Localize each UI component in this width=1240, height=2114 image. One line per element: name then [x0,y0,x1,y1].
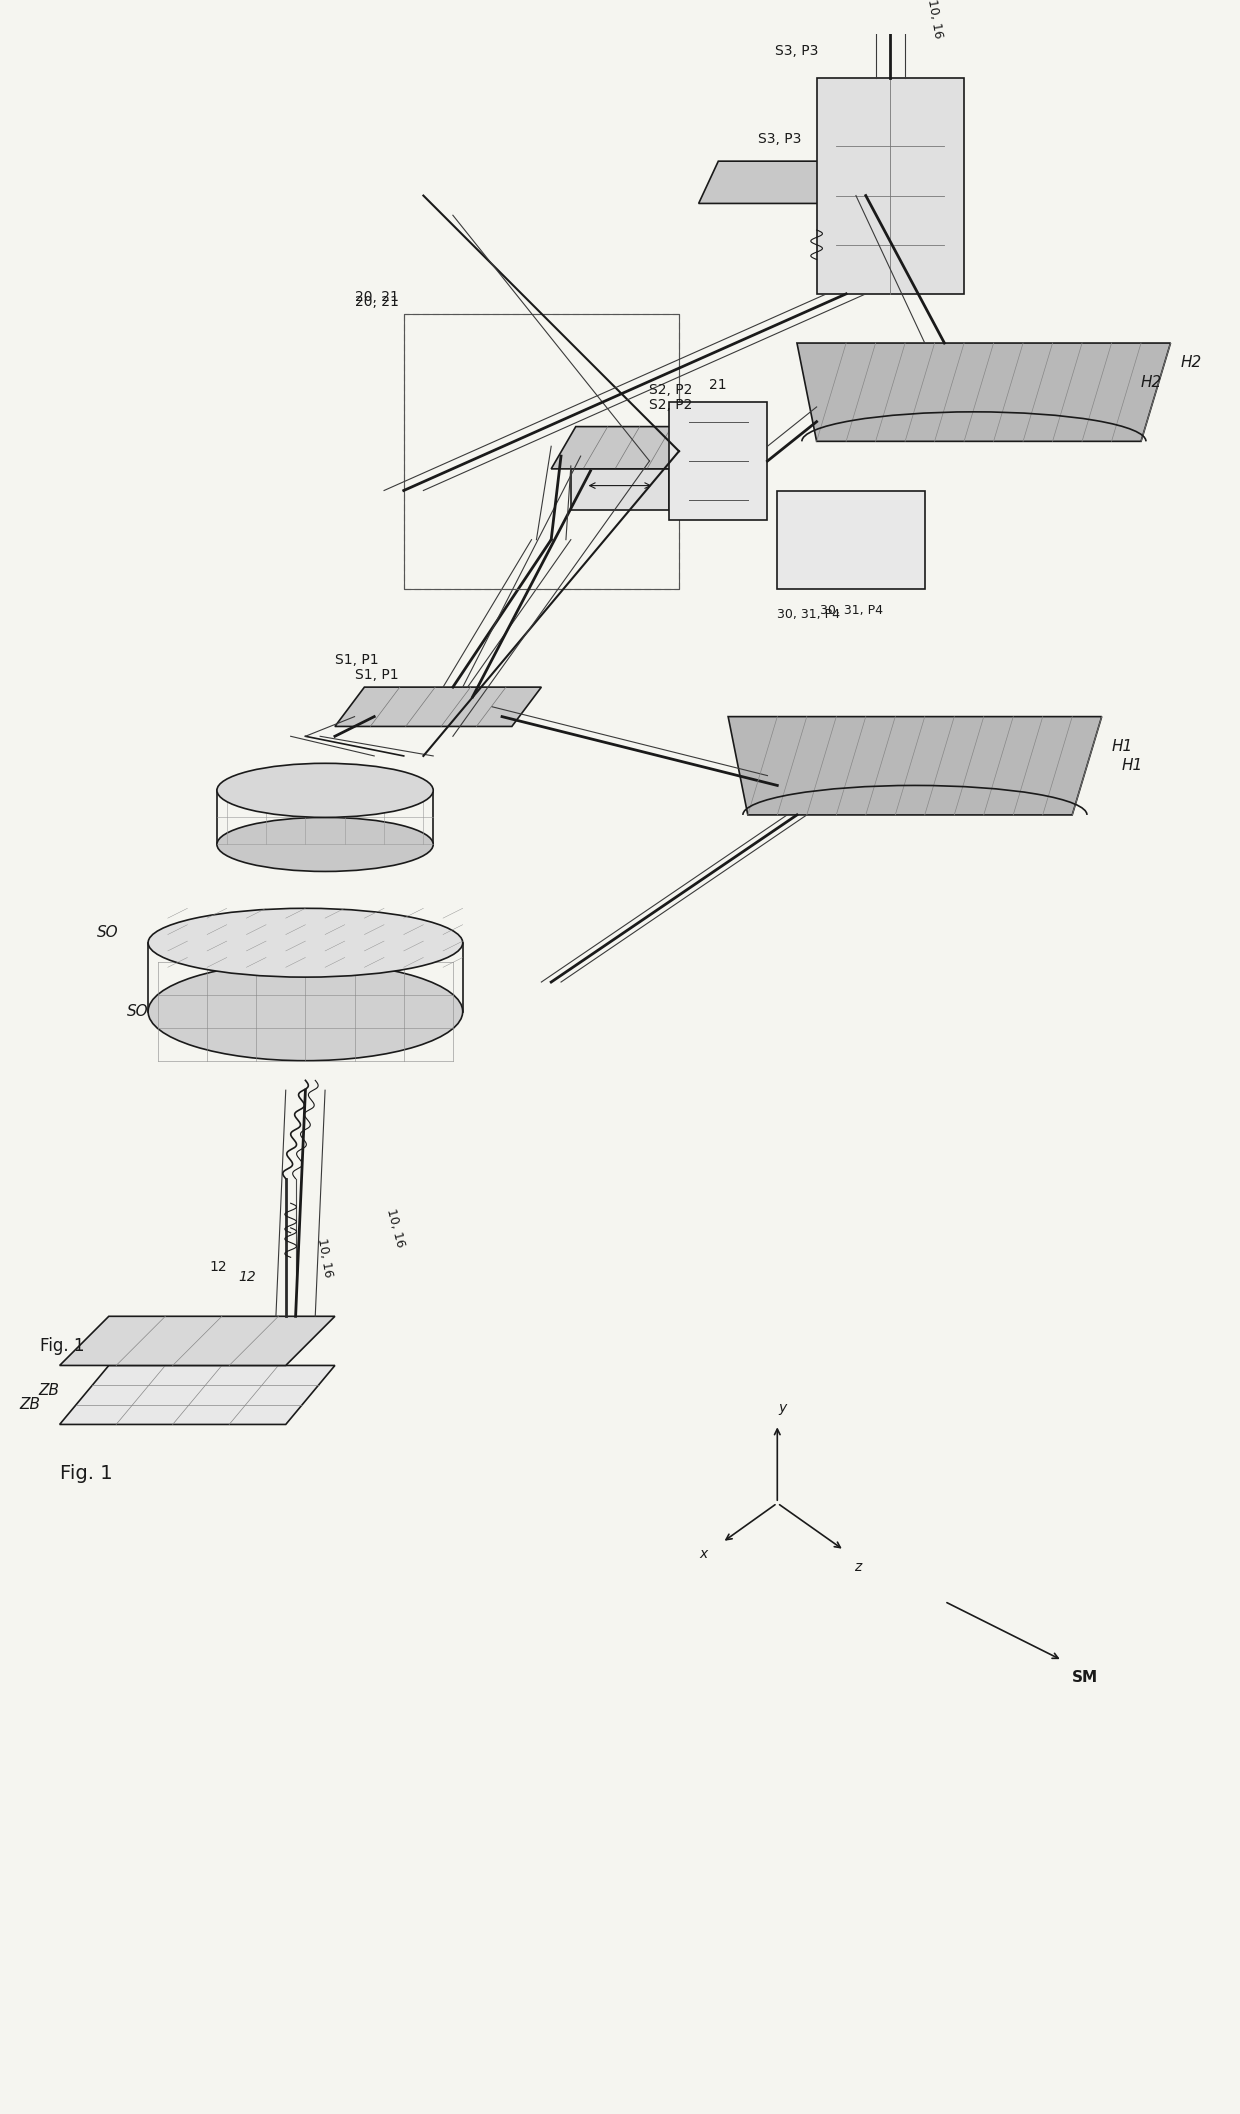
Text: SO: SO [97,926,119,941]
Polygon shape [60,1317,335,1366]
Text: 10, 16: 10, 16 [384,1207,407,1249]
Text: z: z [854,1560,862,1575]
Polygon shape [570,469,670,509]
Text: Fig. 1: Fig. 1 [40,1336,84,1355]
Polygon shape [817,78,963,294]
Text: 30, 31, P4: 30, 31, P4 [777,609,841,622]
Text: ZB: ZB [38,1383,60,1397]
Text: H1: H1 [1111,738,1133,753]
Polygon shape [698,161,856,203]
Text: x: x [699,1547,708,1562]
Text: S1, P1: S1, P1 [335,653,378,668]
Text: SM: SM [1073,1670,1099,1685]
Text: Fig. 1: Fig. 1 [60,1465,113,1484]
Ellipse shape [148,962,463,1061]
Polygon shape [335,687,542,727]
Ellipse shape [217,818,433,871]
Text: 20, 21: 20, 21 [355,290,398,304]
Text: y: y [777,1402,786,1414]
Text: ZB: ZB [19,1397,40,1412]
Text: 10, 16: 10, 16 [315,1237,335,1279]
Text: S3, P3: S3, P3 [775,44,818,57]
Text: 12: 12 [238,1271,257,1283]
Text: 30, 31, P4: 30, 31, P4 [820,605,883,617]
Ellipse shape [148,909,463,977]
Ellipse shape [217,763,433,818]
Text: S2, P2: S2, P2 [650,383,693,397]
Text: SO: SO [126,1004,148,1019]
Polygon shape [777,490,925,590]
Text: 21: 21 [709,378,727,393]
Polygon shape [728,717,1101,814]
Polygon shape [552,427,703,469]
Text: H2: H2 [1180,355,1202,370]
Polygon shape [670,402,768,520]
Polygon shape [60,1366,335,1425]
Text: S3, P3: S3, P3 [758,133,801,146]
Polygon shape [797,342,1171,442]
Text: 20, 21: 20, 21 [355,294,398,309]
Text: S1, P1: S1, P1 [355,668,398,683]
Text: 12: 12 [210,1260,227,1275]
Text: 10, 16: 10, 16 [925,0,945,40]
Text: H2: H2 [1141,374,1162,389]
Text: S2, P2: S2, P2 [650,397,693,412]
Text: H1: H1 [1121,759,1142,774]
